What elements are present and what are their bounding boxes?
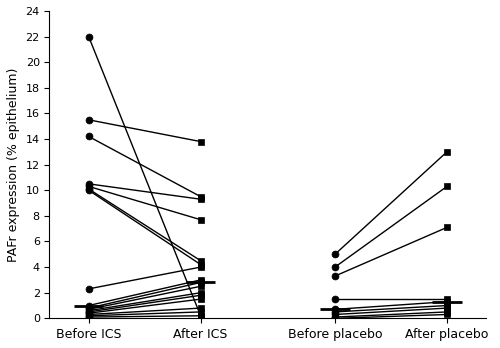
Y-axis label: PAFr expression (% epithelium): PAFr expression (% epithelium) bbox=[7, 68, 20, 262]
